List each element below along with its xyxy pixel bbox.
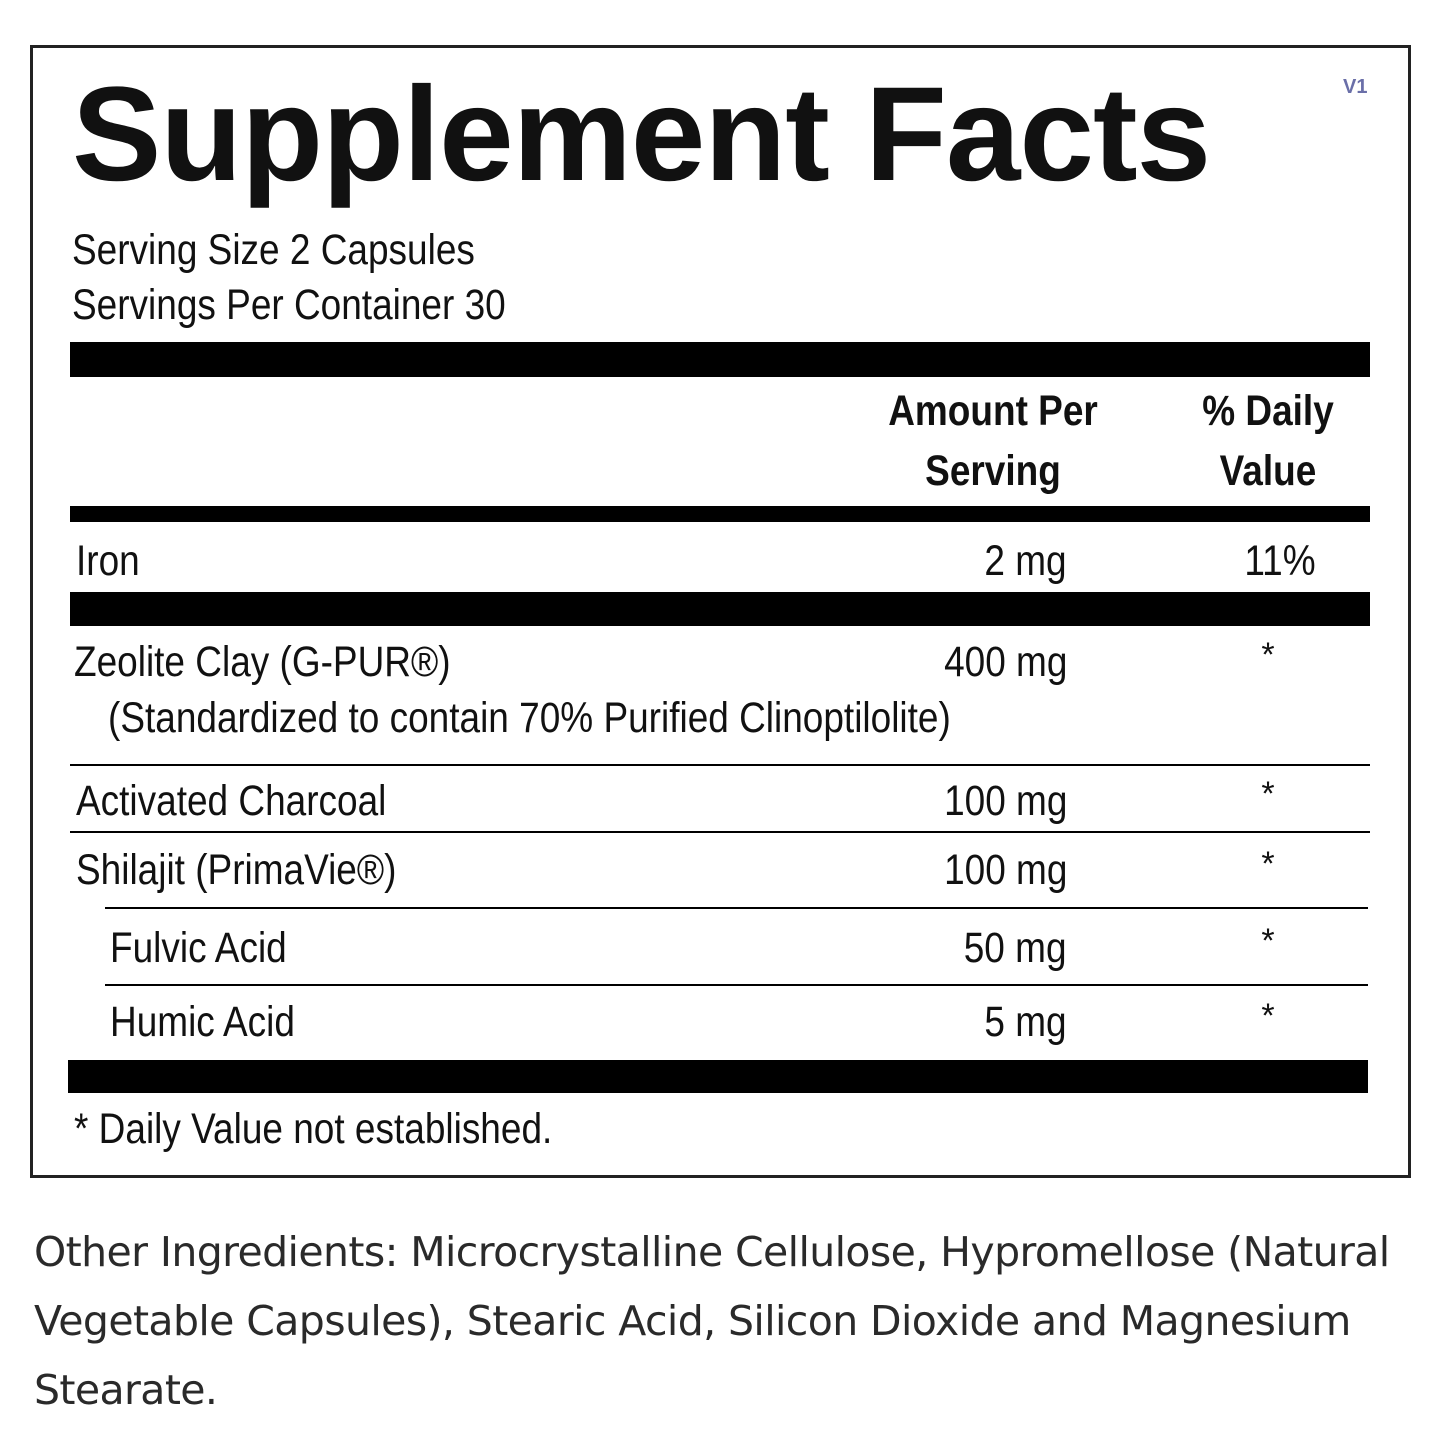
serving-size: Serving Size 2 Capsules [72,226,475,274]
nutrient-dv: * [1261,997,1275,1035]
medium-divider [70,506,1370,522]
nutrient-amount: 100 mg [943,777,1067,825]
nutrient-name: Humic Acid [110,998,295,1046]
supplement-facts-panel [30,45,1411,1178]
nutrient-amount: 2 mg [984,537,1067,585]
nutrient-amount: 5 mg [984,998,1067,1046]
nutrient-amount: 100 mg [943,846,1067,894]
thick-divider [68,1060,1368,1093]
nutrient-name: Zeolite Clay (G-PUR®) [74,638,451,686]
nutrient-amount: 50 mg [964,924,1067,972]
other-ingredients: Other Ingredients: Microcrystalline Cell… [34,1228,1390,1414]
nutrient-subtext: (Standardized to contain 70% Purified Cl… [108,694,951,742]
header-dv-line2: Value [1219,447,1317,495]
header-amount-line2: Serving [925,447,1061,495]
thick-divider [70,592,1370,626]
version-mark: V1 [1343,76,1368,98]
nutrient-name: Activated Charcoal [76,777,387,825]
nutrient-name: Shilajit (PrimaVie®) [76,846,397,894]
nutrient-dv: * [1261,845,1275,883]
thin-divider [70,831,1370,833]
nutrient-name: Fulvic Acid [110,924,287,972]
thin-divider [105,984,1368,986]
nutrient-name: Iron [76,537,140,585]
nutrient-amount: 400 mg [943,638,1067,686]
nutrient-dv: * [1261,922,1275,960]
nutrient-dv: * [1261,775,1275,813]
thin-divider [105,907,1368,909]
nutrient-dv: 11% [1244,537,1316,585]
header-dv-line1: % Daily [1202,387,1334,435]
nutrient-dv: * [1261,636,1275,674]
header-amount-line1: Amount Per [888,387,1098,435]
thick-divider [70,342,1370,377]
footnote: * Daily Value not established. [74,1105,553,1153]
panel-title: Supplement Facts [72,60,1211,209]
servings-per-container: Servings Per Container 30 [72,281,506,329]
thin-divider [70,764,1370,766]
